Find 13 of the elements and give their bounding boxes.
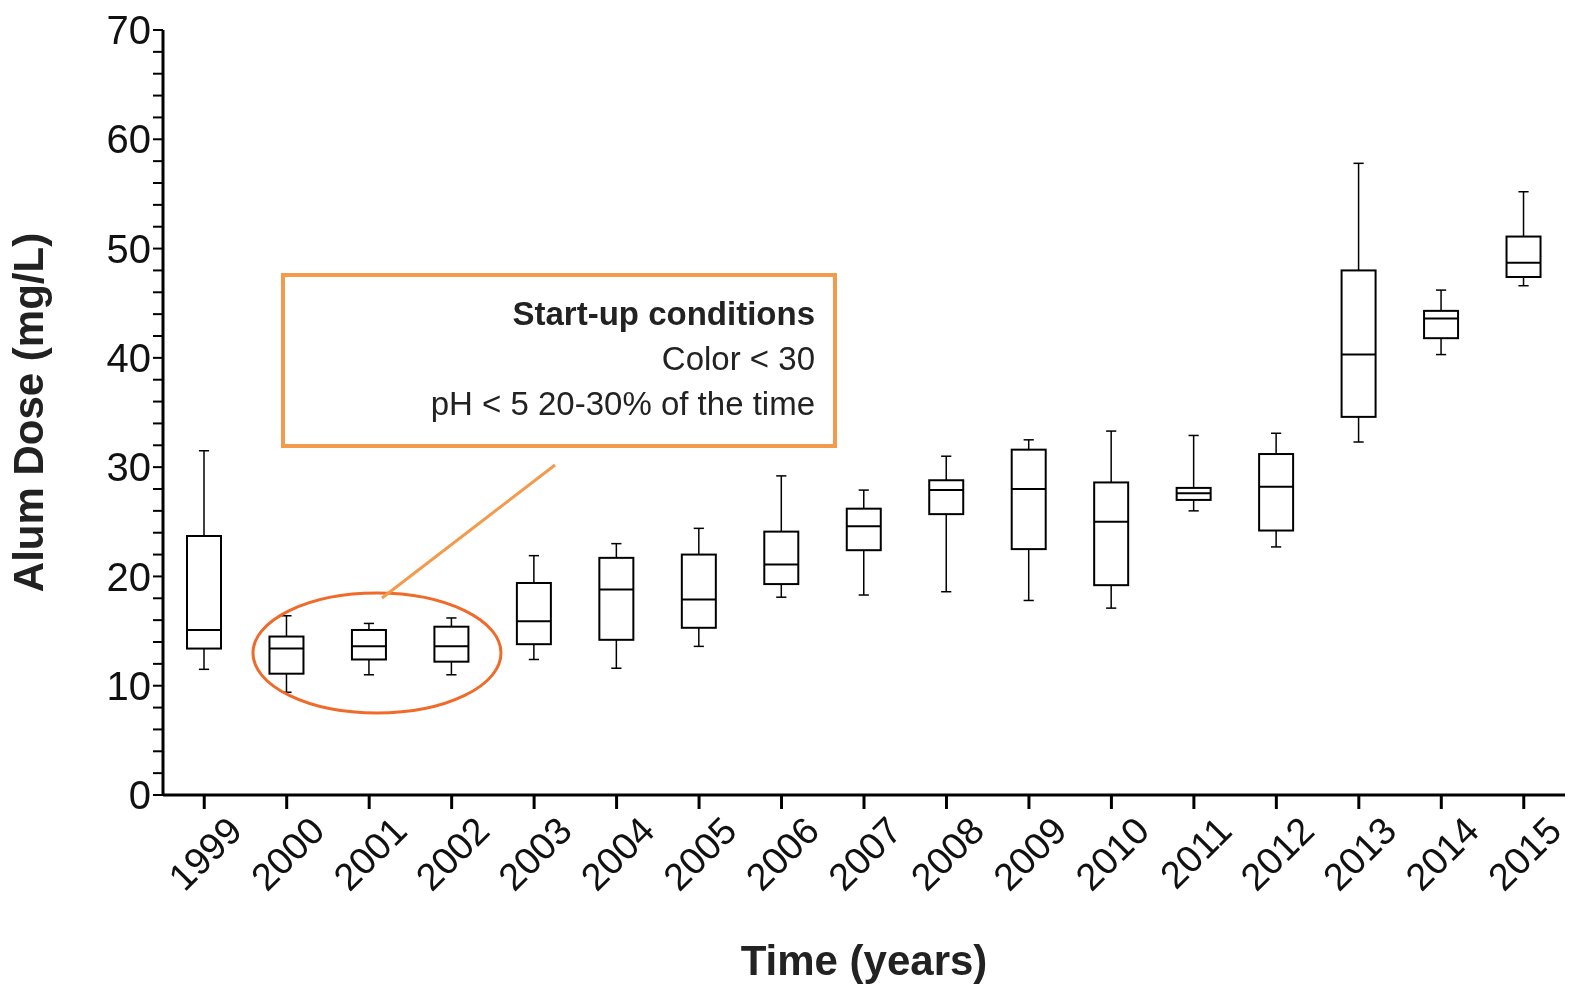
y-tick-label: 0 <box>128 773 151 818</box>
y-tick-label: 60 <box>106 117 151 162</box>
y-tick-label: 50 <box>106 226 151 271</box>
y-tick-label: 30 <box>106 445 151 490</box>
annotation: Color < 30 <box>660 339 815 379</box>
y-axis-title: Alum Dose (mg/L) <box>4 232 52 593</box>
y-tick-label: 70 <box>106 8 151 53</box>
y-tick-label: 10 <box>106 663 151 708</box>
annotation: pH < 5 20-30% of the time <box>429 384 815 424</box>
y-tick-label: 20 <box>106 554 151 599</box>
y-tick-label: 40 <box>106 336 151 381</box>
x-axis-title: Time (years) <box>740 937 988 984</box>
annotation: Start-up conditions <box>511 294 815 334</box>
